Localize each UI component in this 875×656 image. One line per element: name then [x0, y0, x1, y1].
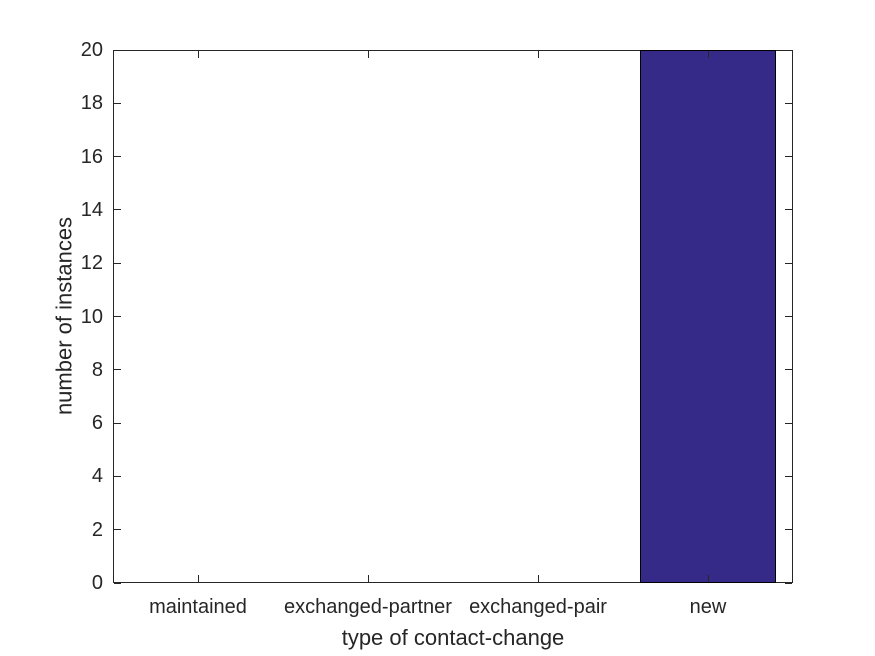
y-tick-mark-right [785, 369, 792, 371]
x-tick-mark-top [197, 51, 199, 58]
y-tick-mark-right [785, 316, 792, 317]
y-tick-label: 0 [91, 572, 103, 594]
y-tick-label: 20 [80, 39, 103, 61]
y-tick-mark-right [785, 102, 792, 104]
y-tick-mark-right [785, 262, 792, 264]
y-tick-mark [114, 209, 121, 211]
x-tick-mark-top [707, 51, 709, 58]
x-tick-label: exchanged-partner [284, 596, 452, 618]
y-tick-label: 2 [91, 518, 103, 541]
y-tick-mark-right [785, 582, 792, 584]
x-tick-mark [537, 575, 539, 582]
y-tick-mark [114, 422, 121, 424]
y-tick-mark [114, 156, 121, 158]
y-tick-mark-right [785, 529, 792, 531]
y-tick-mark [114, 262, 121, 264]
y-tick-mark-right [785, 209, 792, 211]
y-tick-mark [114, 529, 121, 531]
y-tick-mark [114, 316, 121, 317]
x-tick-mark [367, 575, 369, 582]
y-tick-mark-right [785, 422, 792, 424]
y-tick-mark-right [785, 475, 792, 477]
y-tick-mark [114, 369, 121, 371]
y-tick-label: 4 [91, 465, 103, 488]
y-tick-label: 6 [91, 412, 103, 435]
x-tick-mark [197, 575, 199, 582]
x-tick-mark [707, 575, 709, 582]
bar-new [640, 50, 776, 583]
y-tick-mark-right [785, 156, 792, 158]
y-tick-label: 16 [80, 145, 103, 168]
y-tick-label: 14 [80, 198, 103, 221]
y-tick-label: 18 [80, 92, 103, 115]
x-tick-mark-top [537, 51, 539, 58]
y-tick-mark [114, 49, 121, 51]
x-tick-label: exchanged-pair [469, 596, 607, 618]
y-tick-mark [114, 102, 121, 104]
y-tick-mark [114, 582, 121, 584]
plot-area [113, 50, 793, 583]
y-tick-label: 8 [91, 358, 103, 381]
y-tick-label: 12 [80, 252, 103, 275]
x-tick-label: maintained [149, 596, 247, 618]
x-axis-title: type of contact-change [341, 625, 565, 650]
y-tick-label: 10 [80, 305, 103, 328]
y-tick-mark-right [785, 49, 792, 51]
y-tick-mark [114, 475, 121, 477]
x-tick-label: new [689, 596, 727, 618]
x-tick-mark-top [367, 51, 369, 58]
